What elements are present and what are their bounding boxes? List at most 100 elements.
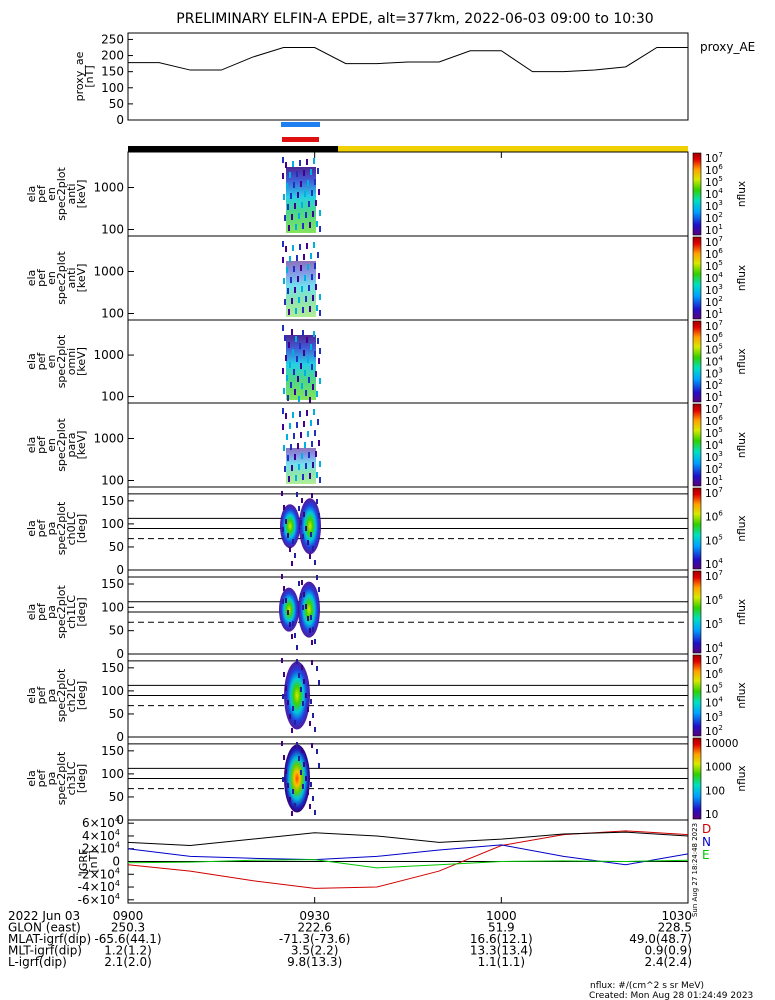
pa-pixel — [316, 749, 318, 754]
colorbar-label: nflux — [736, 515, 748, 541]
flux-pixel — [294, 287, 296, 293]
igrf-panel: -6×104-4×104-2×10402×1044×1046×104DNEIGR… — [77, 815, 711, 907]
flux-pixel — [308, 285, 310, 291]
ytick-label: 50 — [109, 790, 124, 804]
flux-pixel — [319, 210, 321, 216]
ytick-label: 0 — [116, 563, 124, 577]
bottom-row-value: 1030 — [661, 909, 692, 923]
bottom-row-label: GLON (east) — [8, 921, 81, 935]
ytick-label: 50 — [109, 540, 124, 554]
flux-pixel — [305, 463, 307, 469]
flux-pixel — [295, 308, 297, 314]
colorbar-tick-label: 107 — [705, 486, 723, 500]
flux-pixel — [308, 377, 310, 383]
bottom-row-value: 2.1(2.0) — [104, 955, 152, 969]
flux-pixel — [283, 445, 285, 451]
flux-pixel — [319, 477, 321, 483]
pa-pixel — [287, 700, 289, 705]
flux-pixel — [285, 162, 287, 168]
proxy-ae-legend: proxy_AE — [700, 40, 755, 54]
pa-pixel — [314, 639, 316, 644]
proxy-ae-ytick-label: 0 — [116, 113, 124, 127]
ytick-label: 150 — [101, 661, 124, 675]
ytick-label: 150 — [101, 577, 124, 591]
proxy-ae-ytick-label: 250 — [101, 32, 124, 46]
colorbar-label: nflux — [736, 599, 748, 625]
ytick-label: 1000 — [93, 348, 124, 362]
pa-blob — [280, 504, 300, 549]
flux-pixel — [305, 296, 307, 302]
flux-pixel — [302, 474, 304, 480]
pa-pixel — [309, 721, 311, 726]
flux-pixel — [303, 170, 305, 176]
flux-pixel — [286, 183, 288, 189]
pa-pixel — [310, 782, 312, 787]
pa-pixel — [300, 770, 302, 775]
colorbar-label: nflux — [736, 765, 748, 791]
igrf-ytick-label: 6×104 — [82, 815, 120, 830]
flux-pixel — [284, 335, 286, 341]
panel-ylabel: elapefpaspec2plotch2LC[deg] — [25, 668, 88, 722]
ytick-label: 1000 — [93, 180, 124, 194]
pa-pixel — [318, 763, 320, 768]
pa-pixel — [294, 633, 296, 638]
pa-pixel — [307, 540, 309, 545]
pa-pixel — [289, 547, 291, 552]
flux-pixel — [299, 160, 301, 166]
flux-pixel — [295, 336, 297, 342]
flux-pixel — [290, 193, 292, 199]
ytick-label: 0 — [116, 813, 124, 827]
pa-pixel — [301, 665, 303, 670]
flux-pixel — [293, 433, 295, 439]
flux-pixel — [319, 226, 321, 232]
pa-pixel — [296, 742, 298, 747]
panel-ylabel: elapefenspec2plotomni[keV] — [25, 334, 88, 388]
flux-pixel — [316, 221, 318, 227]
ytick-label: 1000 — [93, 431, 124, 445]
ytick-label: 0 — [116, 730, 124, 744]
flux-pixel — [319, 348, 321, 354]
units-footer: nflux: #/(cm^2 s sr MeV) — [590, 981, 704, 991]
flux-pixel — [284, 215, 286, 221]
igrf-series-total — [127, 831, 689, 847]
pa-pixel — [289, 622, 291, 627]
bottom-row-label: MLAT-igrf(dip) — [8, 932, 91, 946]
flux-pixel — [294, 389, 296, 395]
spectrogram-panel-pa-ch1: 050100150104105106107nfluxelapefpaspec2p… — [25, 569, 748, 661]
flux-pixel — [314, 351, 316, 357]
colorbar-tick-label: 100 — [705, 785, 725, 797]
created-footer: Created: Mon Aug 28 01:24:49 2023 — [589, 991, 753, 1000]
flux-pixel — [285, 355, 287, 361]
pa-pixel — [296, 492, 298, 497]
flux-pixel — [284, 466, 286, 472]
flux-pixel — [318, 440, 320, 446]
flux-pixel — [282, 173, 284, 179]
pa-pixel — [305, 526, 307, 531]
ytick-label: 100 — [101, 222, 124, 236]
flux-pixel — [306, 243, 308, 249]
pa-pixel — [291, 728, 293, 733]
side-stamp: Sun Aug 27 18:24:48 2023 — [691, 823, 699, 917]
pa-pixel — [298, 581, 300, 586]
pa-pixel — [281, 741, 283, 746]
bottom-row-label: L-igrf(dip) — [8, 955, 67, 969]
flux-pixel — [312, 462, 314, 468]
pa-pixel — [291, 634, 293, 639]
flux-pixel — [294, 454, 296, 460]
igrf-legend-E: E — [702, 848, 710, 862]
pa-pixel — [310, 699, 312, 704]
black-region-bar — [128, 146, 338, 152]
pa-pixel — [292, 621, 294, 626]
proxy-ae-ytick-label: 200 — [101, 49, 124, 63]
flux-pixel — [288, 225, 290, 231]
colorbar-tick-label: 105 — [705, 533, 723, 547]
ytick-label: 100 — [101, 684, 124, 698]
pa-pixel — [318, 680, 320, 685]
flux-pixel — [286, 434, 288, 440]
flux-pixel — [311, 190, 313, 196]
bottom-row-value: 3.5(2.2) — [291, 944, 339, 958]
bottom-row-value: 1.1(1.1) — [478, 955, 526, 969]
pa-pixel — [311, 743, 313, 748]
flux-pixel — [301, 202, 303, 208]
proxy-ae-ytick-label: 100 — [101, 81, 124, 95]
